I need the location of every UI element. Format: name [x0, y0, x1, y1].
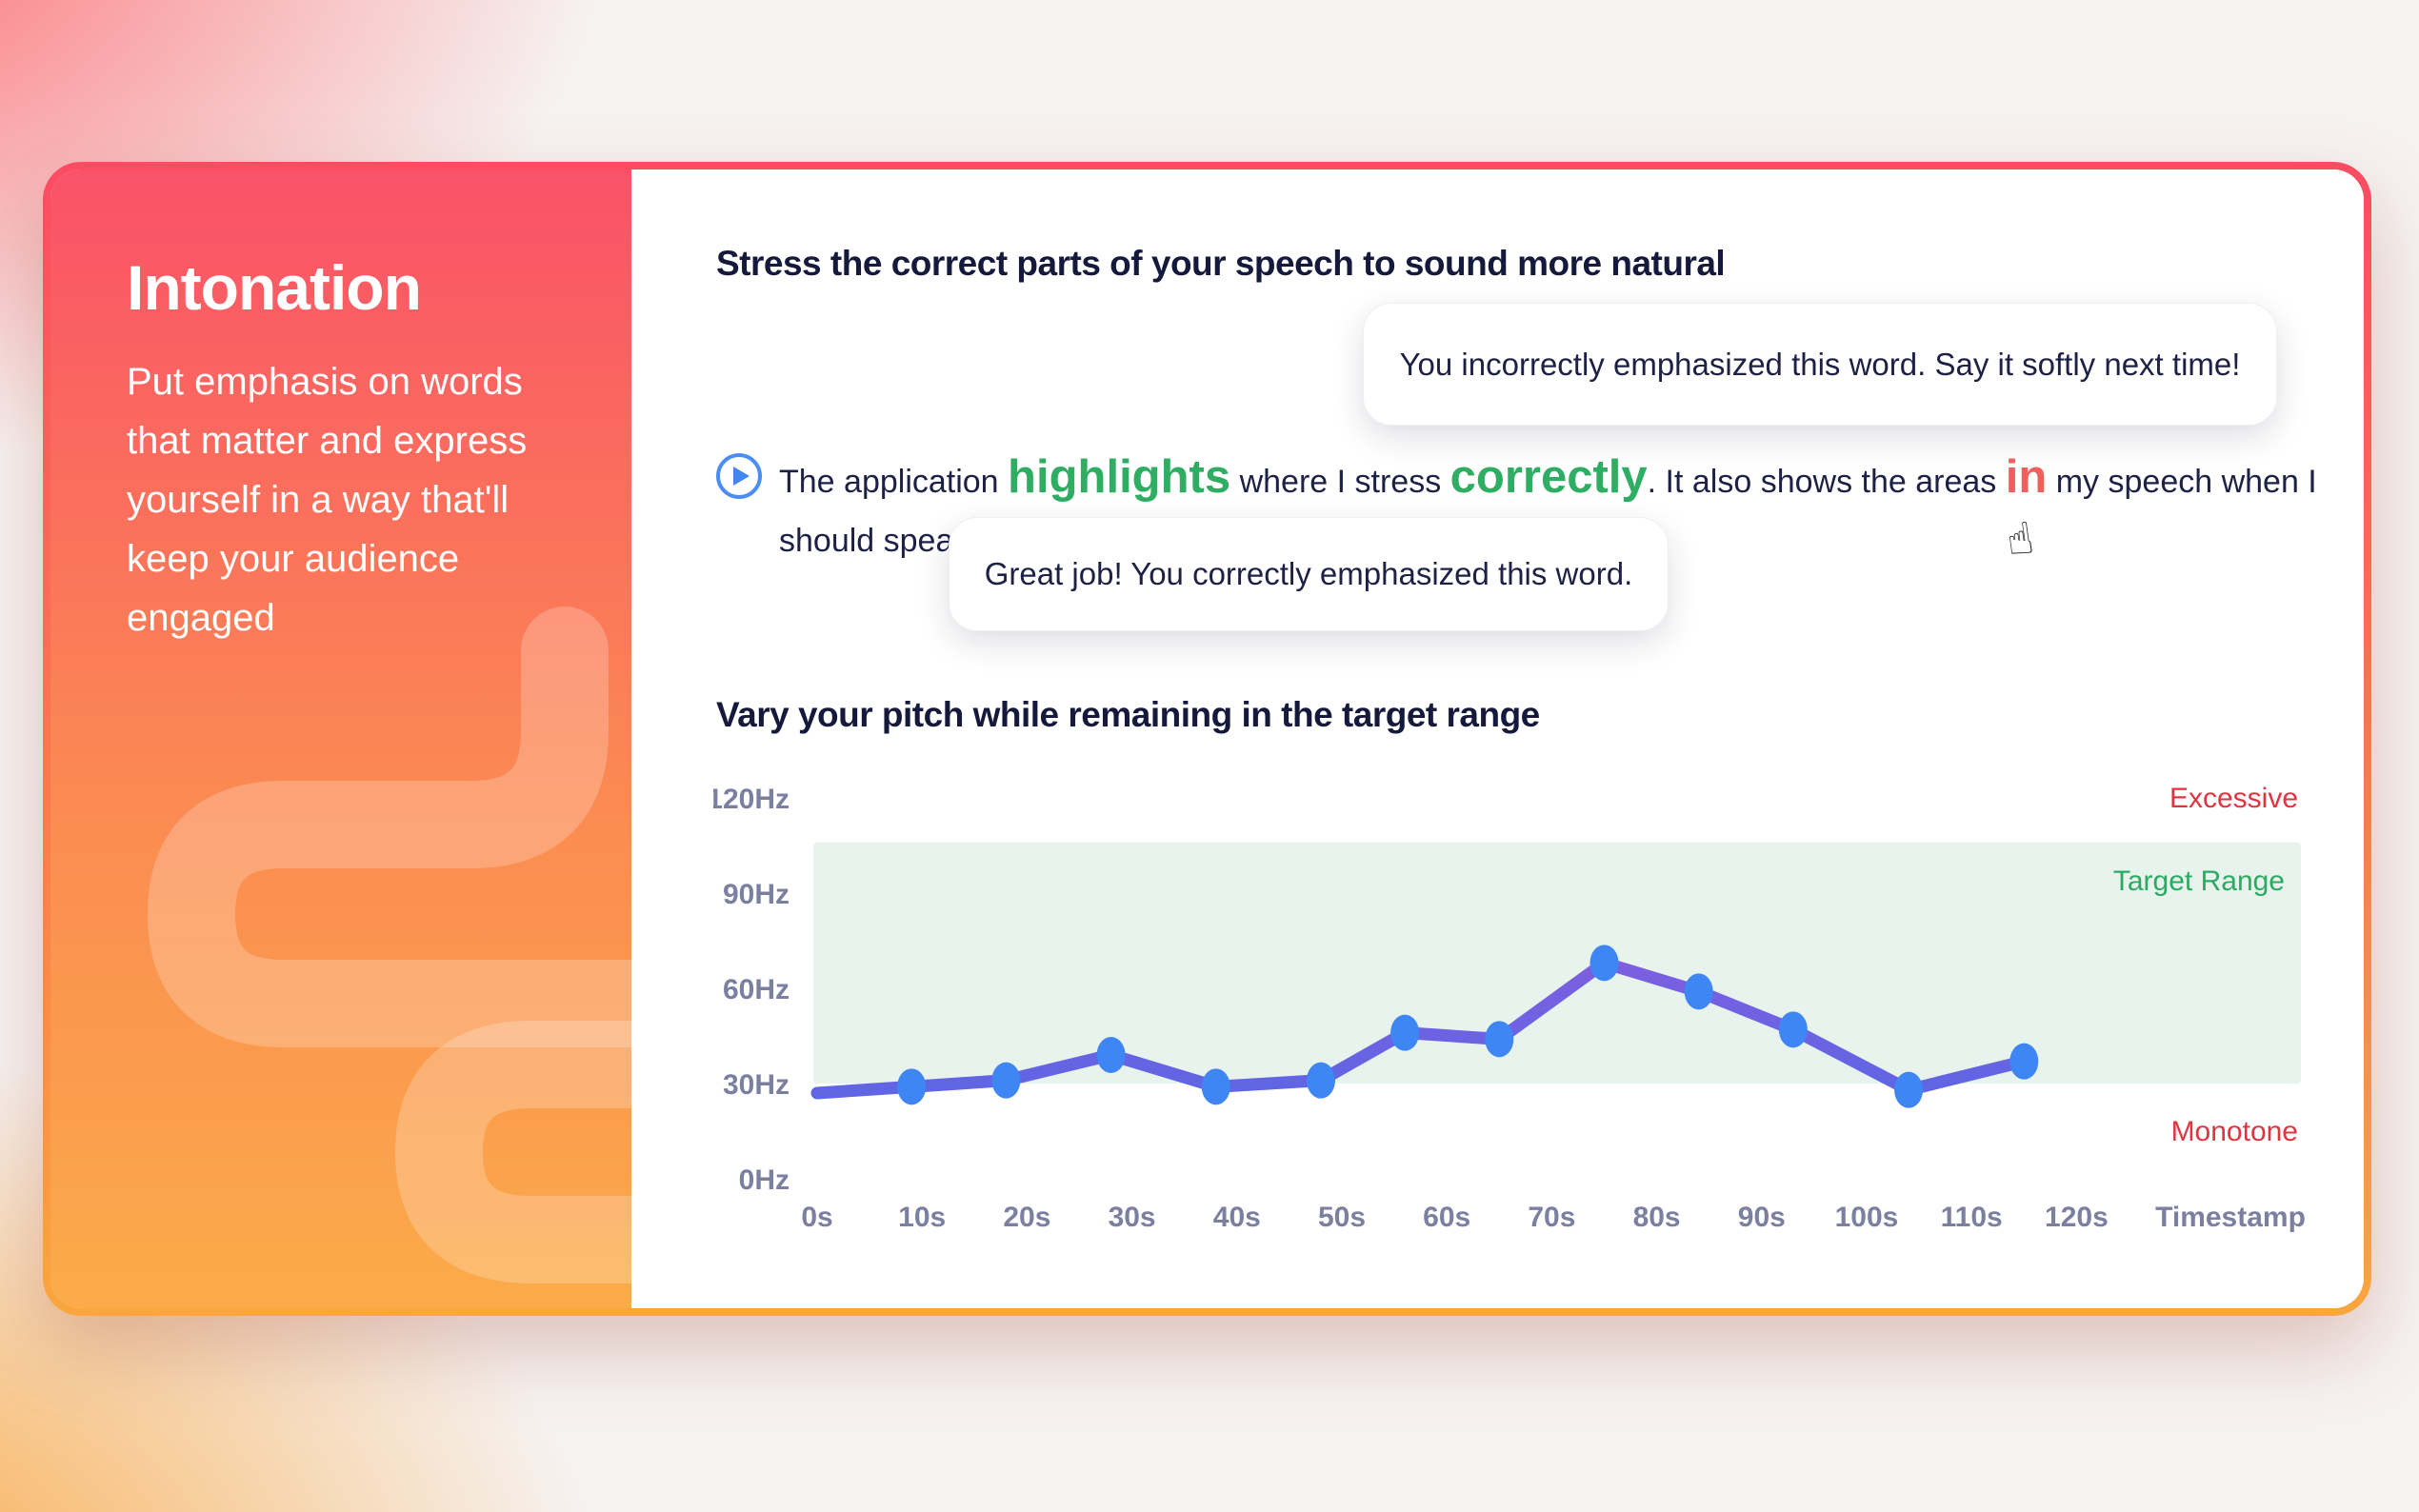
pitch-data-point	[1096, 1037, 1126, 1073]
pitch-data-point	[1778, 1011, 1808, 1048]
zone-label-target_range: Target Range	[2113, 865, 2285, 897]
tooltip-incorrect-emphasis: You incorrectly emphasized this word. Sa…	[1363, 303, 2277, 426]
x-axis-tick: 20s	[1003, 1202, 1050, 1233]
play-icon	[732, 467, 750, 486]
card-inner: Intonation Put emphasis on words that ma…	[50, 169, 2364, 1308]
squiggle-decoration	[148, 607, 631, 1283]
y-axis-tick: 120Hz	[713, 784, 790, 815]
y-axis-tick: 0Hz	[739, 1164, 790, 1196]
page-description: Put emphasis on words that matter and ex…	[127, 361, 528, 639]
y-axis-tick: 60Hz	[723, 974, 790, 1005]
x-axis-title: Timestamp	[2155, 1202, 2306, 1233]
sidebar-content: Intonation Put emphasis on words that ma…	[127, 251, 574, 647]
pitch-data-point	[1306, 1062, 1335, 1099]
x-axis-tick: 80s	[1633, 1202, 1681, 1233]
x-axis-tick: 60s	[1423, 1202, 1470, 1233]
pitch-chart-svg: 120Hz 90Hz 60Hz 30Hz 0Hz 0s 10s 20s 30s 40s 50s 60s…	[713, 783, 2306, 1233]
x-axis-tick: 50s	[1318, 1202, 1366, 1233]
pitch-data-point	[1589, 945, 1619, 982]
x-axis-tick: 120s	[2045, 1202, 2109, 1233]
zone-label-excessive: Excessive	[2169, 783, 2298, 814]
section-title-pitch: Vary your pitch while remaining in the t…	[716, 695, 1540, 734]
sidebar: Intonation Put emphasis on words that ma…	[50, 169, 631, 1308]
pitch-data-point	[991, 1062, 1021, 1099]
pitch-data-point	[1201, 1068, 1230, 1105]
tooltip-incorrect-text: You incorrectly emphasized this word. Sa…	[1399, 346, 2241, 382]
x-axis-tick: 30s	[1109, 1202, 1156, 1233]
x-axis-tick: 10s	[898, 1202, 946, 1233]
x-axis-tick: 100s	[1835, 1202, 1899, 1233]
pitch-chart: 120Hz 90Hz 60Hz 30Hz 0Hz 0s 10s 20s 30s 40s 50s 60s…	[713, 769, 2364, 1255]
x-axis-tick: 90s	[1738, 1202, 1786, 1233]
transcript-word: correctly	[1449, 451, 1648, 503]
transcript-word: highlights	[1008, 451, 1231, 503]
y-axis-tick: 30Hz	[723, 1069, 790, 1101]
pointer-cursor-icon: ☝	[2003, 511, 2037, 567]
section-title-stress: Stress the correct parts of your speech …	[716, 244, 1726, 283]
transcript-word: The application	[779, 464, 1009, 500]
target-range-band	[813, 842, 2301, 1084]
x-axis-tick: 70s	[1528, 1202, 1575, 1233]
page-title: Intonation	[127, 252, 422, 323]
main-panel: Stress the correct parts of your speech …	[631, 169, 2364, 1308]
zone-label-monotone: Monotone	[2171, 1116, 2298, 1147]
pitch-data-point	[1390, 1014, 1420, 1051]
tooltip-correct-emphasis: Great job! You correctly emphasized this…	[949, 517, 1669, 631]
y-axis-tick: 90Hz	[723, 879, 790, 910]
x-axis-tick: 40s	[1213, 1202, 1261, 1233]
transcript-word: where I stress	[1230, 464, 1450, 500]
transcript-word: . It also shows the areas	[1647, 464, 2006, 500]
x-axis-tick: 0s	[801, 1202, 832, 1233]
transcript-word: in	[2005, 451, 2048, 503]
pitch-data-point	[897, 1068, 927, 1105]
x-axis-tick: 110s	[1941, 1202, 2003, 1233]
pitch-data-point	[2009, 1043, 2039, 1080]
pitch-data-point	[1894, 1071, 1924, 1108]
play-button[interactable]	[716, 453, 762, 499]
pitch-data-point	[1684, 973, 1713, 1010]
pitch-data-point	[1485, 1021, 1514, 1058]
tooltip-correct-text: Great job! You correctly emphasized this…	[984, 556, 1633, 591]
intonation-card: Intonation Put emphasis on words that ma…	[43, 162, 2371, 1316]
